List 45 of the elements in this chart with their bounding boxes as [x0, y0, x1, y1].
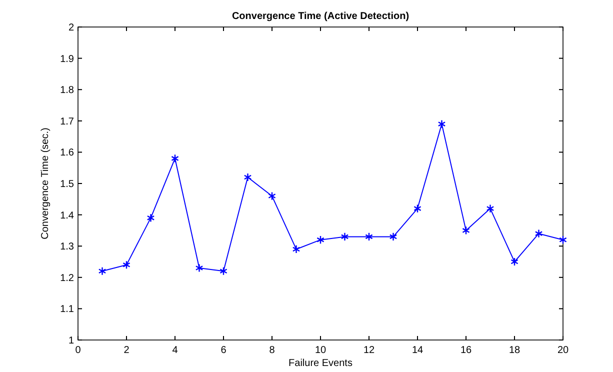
point — [122, 260, 130, 270]
point — [365, 232, 373, 242]
y-tick-label: 1.4 — [60, 210, 74, 222]
y-tick-label: 1 — [68, 336, 74, 346]
x-tick-label: 12 — [363, 345, 375, 356]
point — [510, 257, 518, 266]
y-tick-label: 1.8 — [60, 85, 74, 96]
x-tick-label: 6 — [220, 345, 227, 356]
point — [171, 154, 179, 163]
point — [438, 120, 446, 128]
x-tick-label: 14 — [412, 345, 424, 356]
point — [292, 244, 300, 254]
y-tick-label: 1.2 — [60, 272, 74, 284]
point — [462, 226, 470, 235]
point — [316, 235, 324, 244]
x-tick-label: 0 — [75, 345, 82, 356]
point — [389, 232, 398, 242]
point — [486, 204, 494, 213]
point — [195, 264, 204, 272]
y-tick-label: 1.7 — [60, 116, 74, 128]
chart-title: Convergence Time (Active Detection) — [232, 11, 410, 22]
point — [559, 235, 567, 244]
point — [340, 232, 349, 242]
y-tick-label: 1.9 — [60, 54, 74, 65]
x-tick-label: 18 — [508, 345, 520, 356]
point — [268, 192, 276, 200]
y-tick-label: 2 — [68, 22, 74, 34]
x-tick-label: 10 — [314, 345, 326, 356]
y-tick-label: 1.6 — [60, 148, 74, 159]
y-tick-label: 1.3 — [60, 242, 74, 253]
x-tick-label: 16 — [460, 345, 472, 356]
y-tick-label: 1.1 — [60, 304, 74, 316]
x-tick-label: 4 — [172, 345, 178, 356]
x-tick-label: 2 — [124, 345, 130, 356]
point — [244, 172, 252, 182]
y-tick-label: 1.5 — [60, 179, 74, 190]
x-tick-label: 8 — [269, 345, 276, 356]
x-tick-label: 20 — [557, 345, 569, 356]
point — [534, 229, 543, 238]
point — [98, 266, 106, 276]
point — [414, 204, 422, 213]
point — [146, 214, 155, 222]
point — [220, 266, 228, 276]
y-axis-title: Convergence Time (sec.) — [40, 128, 51, 240]
x-axis-title: Failure Events — [288, 358, 352, 369]
